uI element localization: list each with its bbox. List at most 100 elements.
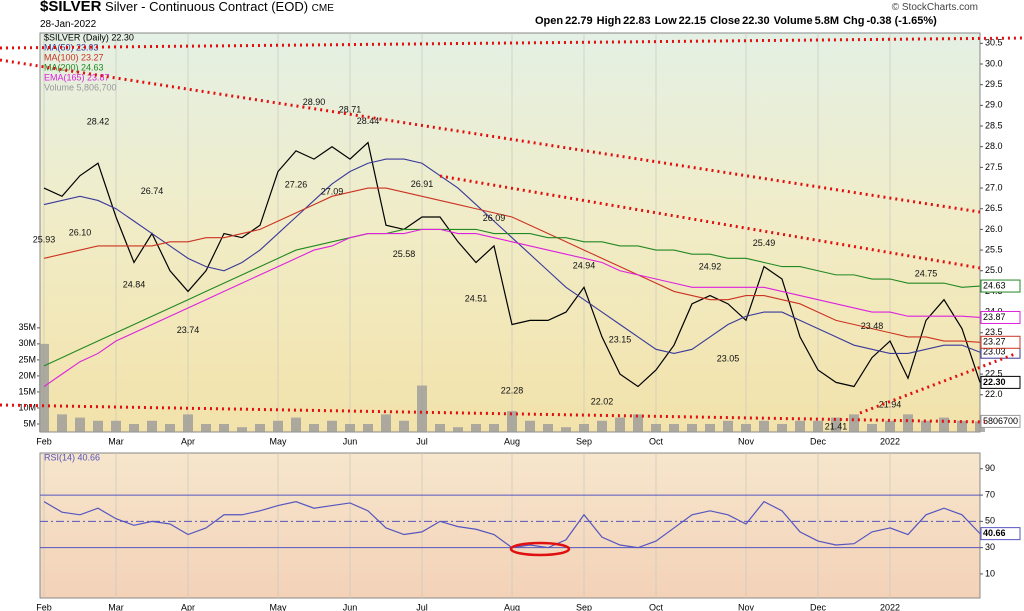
trend-line: [0, 36, 1024, 50]
x-tick-label: Oct: [649, 436, 664, 446]
volume-bar: [399, 420, 409, 432]
value-tag: [980, 414, 1021, 428]
x-tick-label: Apr: [181, 602, 195, 611]
value-tag: [980, 527, 1021, 541]
y2-tick-label: 5M: [23, 418, 36, 428]
volume-bar: [381, 414, 391, 432]
volume-bar: [561, 427, 571, 432]
trend-line: [859, 352, 1016, 415]
trend-line: [0, 403, 986, 424]
y-tick-label: 27.0: [985, 182, 1003, 192]
peak-label: 24.75: [915, 268, 938, 278]
x-tick-label: Mar: [108, 436, 124, 446]
value-tag: [980, 335, 1021, 349]
y-tick-label: 29.0: [985, 100, 1003, 110]
peak-label: 24.51: [465, 293, 488, 303]
peak-label: 24.94: [573, 261, 596, 271]
volume-bar: [849, 414, 859, 432]
value-tag: [980, 310, 1021, 324]
x-tick-label: Jun: [343, 436, 358, 446]
volume-bar: [39, 343, 49, 432]
volume-bar: [543, 423, 553, 432]
y-tick-label: 22.5: [985, 368, 1003, 378]
volume-bar: [471, 423, 481, 432]
peak-label: 25.93: [33, 235, 56, 245]
y-tick-label: 28.0: [985, 141, 1003, 151]
x-tick-label: Sep: [576, 436, 592, 446]
x-tick-label: Feb: [36, 436, 52, 446]
volume-bar: [525, 420, 535, 432]
peak-label: 22.02: [591, 396, 614, 406]
volume-bar: [345, 423, 355, 432]
quote-value: 22.79: [565, 15, 593, 27]
y-tick-label: 22.0: [985, 389, 1003, 399]
quote-label: High: [596, 15, 622, 27]
peak-label: 21.41: [825, 422, 848, 432]
peak-label: 26.74: [141, 186, 164, 196]
peak-label: 24.84: [123, 280, 146, 290]
peak-label: 26.91: [411, 179, 434, 189]
header: $SILVER Silver - Continuous Contract (EO…: [40, 0, 334, 32]
x-tick-label: Aug: [504, 602, 520, 611]
volume-bar: [291, 417, 301, 432]
volume-bar: [885, 420, 895, 432]
volume-bar: [273, 420, 283, 432]
date: 28-Jan-2022: [40, 19, 97, 30]
volume-bar: [327, 420, 337, 432]
volume-bar: [939, 417, 949, 432]
volume-bar: [363, 423, 373, 432]
legend-entry: EMA(165) 23.87: [44, 72, 110, 82]
value-tag-label: 23.03: [983, 347, 1006, 357]
volume-bar: [165, 423, 175, 432]
x-tick-label: Dec: [810, 602, 827, 611]
volume-bar: [255, 423, 265, 432]
y2-tick-label: 20M: [18, 370, 36, 380]
y-tick-label: 29.5: [985, 79, 1003, 89]
volume-bar: [723, 420, 733, 432]
volume-bar: [795, 420, 805, 432]
value-tag-label: 23.27: [983, 337, 1006, 347]
quote-value: 22.30: [742, 15, 770, 27]
volume-bar: [831, 417, 841, 432]
volume-bar: [489, 423, 499, 432]
series-line: [43, 228, 981, 367]
value-tag-label: 5806700: [983, 416, 1018, 426]
volume-bar: [867, 423, 877, 432]
plot-layer: Feb Mar Apr May Jun Jul Aug Sep Oct Nov Dec 2022 22.…: [18, 32, 1021, 611]
peak-label: 26.09: [483, 213, 506, 223]
x-tick-label: Nov: [738, 436, 755, 446]
volume-bar: [309, 423, 319, 432]
peak-label: 21.94: [879, 400, 902, 410]
copyright: © StockCharts.com: [891, 2, 978, 13]
y-tick-label: 70: [985, 489, 995, 499]
legend-entry: $SILVER (Daily) 22.30: [44, 32, 134, 42]
y-tick-label: 90: [985, 463, 995, 473]
volume-bar: [417, 385, 427, 432]
y-tick-label: 30.5: [985, 38, 1003, 48]
y-tick-label: 30: [985, 542, 995, 552]
volume-bar: [219, 423, 229, 432]
peak-label: 27.09: [321, 187, 344, 197]
quote-value: 5.8M: [814, 15, 840, 27]
y2-tick-label: 35M: [18, 322, 36, 332]
legend-entry: MA(200) 24.63: [44, 62, 104, 72]
series-line: [43, 228, 981, 387]
y-tick-label: 26.0: [985, 224, 1003, 234]
volume-bar: [669, 423, 679, 432]
volume-bar: [615, 417, 625, 432]
x-tick-label: Jun: [343, 602, 358, 611]
volume-bar: [741, 423, 751, 432]
trend-lines: [0, 36, 1024, 424]
x-tick-label: Feb: [36, 602, 52, 611]
x-tick-label: 2022: [880, 602, 900, 611]
x-tick-label: 2022: [880, 436, 900, 446]
x-tick-label: Sep: [576, 602, 592, 611]
volume-bar: [705, 423, 715, 432]
volume-bar: [183, 414, 193, 432]
series-line: [43, 187, 981, 343]
y-tick-label: 25.0: [985, 265, 1003, 275]
volume-bar: [453, 427, 463, 432]
legend-entry: MA(100) 23.27: [44, 52, 104, 62]
volume-bar: [813, 420, 823, 432]
